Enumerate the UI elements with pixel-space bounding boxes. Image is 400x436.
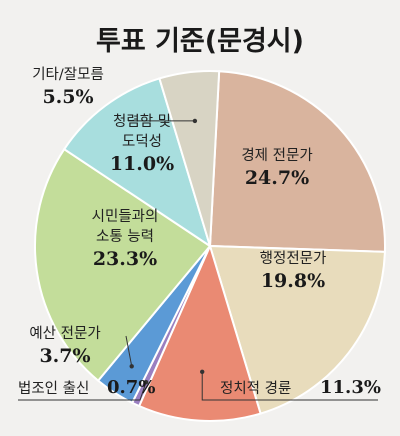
leader-dot-법조인-출신: [143, 380, 149, 385]
leader-line-법조인-출신: [18, 382, 147, 401]
leader-line-예산-전문가: [125, 335, 133, 367]
slice-label-청렴함-및-도덕성-line1: 청렴함 및: [113, 113, 171, 130]
pie-slice-기타-잘모름: [158, 70, 221, 247]
slice-label-정치적-경륜: 정치적 경륜: [220, 380, 291, 397]
slice-value-경제-전문가: 24.7%: [245, 167, 309, 189]
slice-label-시민들과의-소통-능력-line2: 소통 능력: [96, 228, 154, 245]
slice-value-정치적-경륜: 11.3%: [320, 377, 381, 398]
slice-label-예산-전문가: 예산 전문가: [29, 325, 100, 342]
slice-label-시민들과의-소통-능력-line1: 시민들과의: [92, 208, 159, 225]
slice-label-법조인-출신: 법조인 출신: [18, 380, 89, 397]
slice-value-법조인-출신: 0.7%: [107, 377, 155, 398]
slice-label-청렴함-및-도덕성-line2: 도덕성: [122, 133, 162, 150]
slice-label-행정전문가: 행정전문가: [260, 250, 327, 267]
slice-value-청렴함-및-도덕성: 11.0%: [110, 153, 174, 175]
slice-label-기타-잘모름: 기타/잘모름: [32, 66, 104, 83]
leader-dot-예산-전문가: [129, 364, 134, 369]
chart-title: 투표 기준(문경시): [96, 26, 304, 57]
pie-slice-행정전문가: [208, 244, 386, 415]
pie-slice-정치적-경륜: [137, 243, 262, 422]
leader-dot-기타-잘모름: [192, 118, 198, 124]
slice-value-예산-전문가: 3.7%: [39, 345, 90, 367]
slice-value-기타-잘모름: 5.5%: [42, 86, 93, 108]
pie-slice-시민들과의-소통-능력: [34, 147, 212, 383]
pie-slice-경제-전문가: [208, 70, 386, 253]
pie-slice-청렴함-및-도덕성: [62, 77, 212, 249]
slice-value-시민들과의-소통-능력: 23.3%: [93, 248, 157, 270]
slice-label-경제-전문가: 경제 전문가: [241, 147, 312, 164]
leader-line-정치적-경륜: [201, 371, 378, 401]
slice-value-행정전문가: 19.8%: [261, 270, 325, 292]
